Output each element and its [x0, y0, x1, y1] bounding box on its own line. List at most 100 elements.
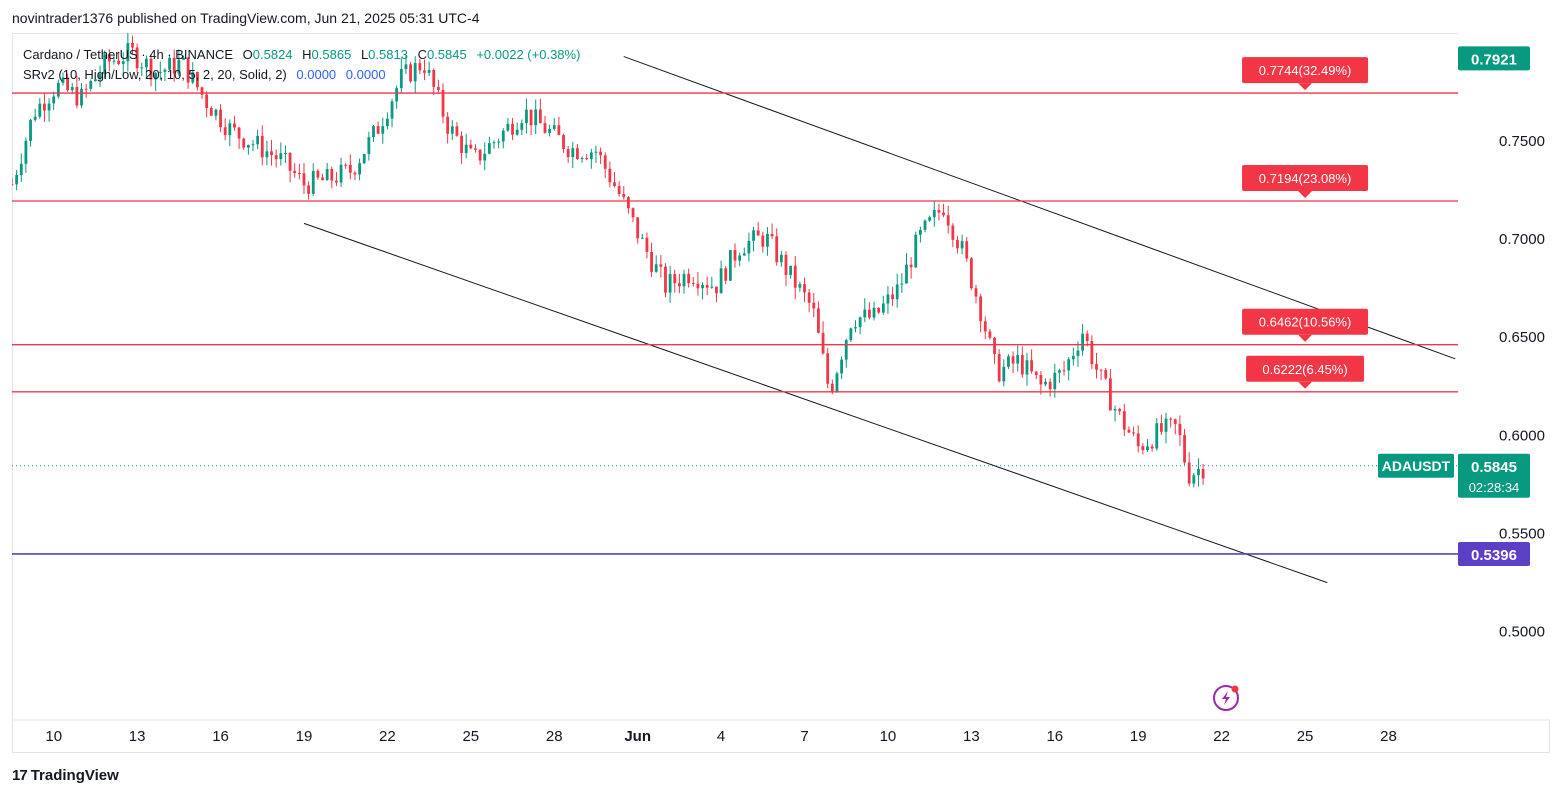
candle-body	[33, 116, 37, 120]
candle-body	[534, 109, 538, 126]
candle-body	[1071, 355, 1075, 360]
symbol-tag-label: ADAUSDT	[1382, 458, 1451, 474]
candle-body	[423, 70, 426, 73]
channel-upper-line[interactable]	[623, 56, 1456, 360]
candle-body	[1011, 356, 1015, 364]
candle-body	[548, 129, 552, 133]
chart-icons	[1213, 685, 1239, 711]
candle-body	[233, 123, 236, 128]
candle-body	[89, 81, 93, 89]
legend-symbol-row: Cardano / TetherUS · 4h · BINANCE O0.582…	[23, 45, 580, 65]
time-axis-tick-label: Jun	[624, 728, 651, 745]
candle-body	[1159, 423, 1163, 432]
candle-body	[112, 60, 116, 62]
time-axis-tick-label: 10	[45, 728, 62, 745]
descending-channel	[303, 56, 1456, 584]
candle-body	[237, 127, 241, 139]
candle-body	[997, 354, 1001, 382]
candle-body	[715, 286, 718, 294]
candle-body	[677, 283, 681, 287]
support-price-tag-label: 0.5396	[1471, 547, 1517, 564]
candle-body	[52, 96, 56, 104]
symbol-tag-box[interactable]	[1378, 453, 1454, 478]
time-axis-tick-label: 25	[462, 728, 479, 745]
candle-body	[251, 144, 255, 146]
candle-body	[103, 54, 107, 74]
candle-body	[872, 307, 876, 318]
candle-body	[728, 250, 732, 281]
candle-body	[1122, 411, 1126, 430]
candle-body	[1058, 370, 1061, 373]
legend-indicator[interactable]: SRv2 (10, High/Low, 20, 10, 5, 2, 20, So…	[23, 67, 287, 82]
channel-lower-line[interactable]	[303, 222, 1328, 584]
candle-body	[1053, 372, 1057, 390]
price-axis-tick-label: 0.6500	[1499, 329, 1545, 346]
candle-body	[863, 309, 867, 318]
candle-body	[1076, 350, 1080, 356]
resistance-level-label-box[interactable]	[1246, 355, 1365, 382]
resistance-level-label-box[interactable]	[1242, 57, 1369, 84]
candle-body	[404, 64, 408, 70]
candle-body	[886, 294, 890, 304]
candle-body	[372, 126, 375, 138]
candle-body	[288, 152, 292, 171]
lightning-icon-ring	[1213, 685, 1239, 711]
candle-body	[520, 123, 524, 130]
candle-body	[636, 217, 640, 239]
support-price-tag-box	[1458, 541, 1530, 566]
candle-body	[770, 233, 774, 237]
last-price-tag-label: 0.5845	[1471, 459, 1517, 476]
candle-body	[960, 241, 964, 249]
candle-body	[376, 126, 380, 134]
resistance-level-label: 0.7194(23.08%)	[1259, 171, 1352, 186]
candle-body	[956, 239, 959, 249]
resistance-level-label: 0.6462(10.56%)	[1259, 315, 1352, 330]
candle-body	[15, 175, 19, 185]
candle-body	[29, 119, 32, 141]
candle-body	[293, 170, 297, 174]
candle-body	[47, 103, 51, 111]
resistance-levels: 0.7744(32.49%) 0.7194(23.08%) 0.6462(10.56…	[12, 57, 1458, 393]
legend-pair[interactable]: Cardano / TetherUS · 4h · BINANCE	[23, 47, 234, 62]
candle-body	[367, 137, 371, 155]
candle-body	[56, 82, 60, 97]
candle-body	[668, 274, 672, 293]
candle-body	[923, 220, 927, 230]
legend-open-label: O	[242, 47, 253, 62]
lightning-icon[interactable]	[1213, 685, 1239, 711]
candle-body	[506, 123, 510, 131]
candle-body	[849, 328, 853, 341]
candle-body	[418, 63, 422, 71]
time-axis-tick-label: 22	[1213, 728, 1230, 745]
resistance-level-label: 0.7744(32.49%)	[1259, 63, 1352, 78]
time-axis-tick-label: 16	[212, 728, 229, 745]
candle-body	[538, 109, 542, 124]
candle-body	[687, 273, 691, 284]
candle-body	[177, 59, 181, 74]
candle-body	[571, 148, 575, 158]
candle-body	[381, 126, 385, 134]
candle-body	[664, 266, 667, 293]
candle-body	[1099, 369, 1103, 371]
candle-body	[1016, 355, 1020, 364]
candle-body	[576, 148, 579, 159]
candle-body	[821, 332, 825, 354]
candle-body	[131, 43, 134, 48]
resistance-level-label-box[interactable]	[1242, 165, 1369, 192]
chart-legend: Cardano / TetherUS · 4h · BINANCE O0.582…	[23, 45, 580, 85]
candle-body	[691, 283, 695, 285]
resistance-level-label-box[interactable]	[1242, 308, 1369, 335]
candle-body	[195, 72, 199, 88]
candle-body	[914, 234, 918, 268]
candle-body	[928, 217, 932, 221]
candle-body	[246, 144, 250, 148]
legend-high-value: 0.5865	[311, 47, 352, 62]
candle-body	[1113, 408, 1117, 411]
candle-body	[1164, 418, 1168, 432]
candle-body	[659, 264, 663, 267]
candle-body	[682, 273, 686, 287]
last-price-line: ADAUSDT	[12, 453, 1458, 478]
legend-indicator-value-2: 0.0000	[345, 67, 386, 82]
tradingview-logo[interactable]: 17 TradingView	[12, 767, 119, 784]
